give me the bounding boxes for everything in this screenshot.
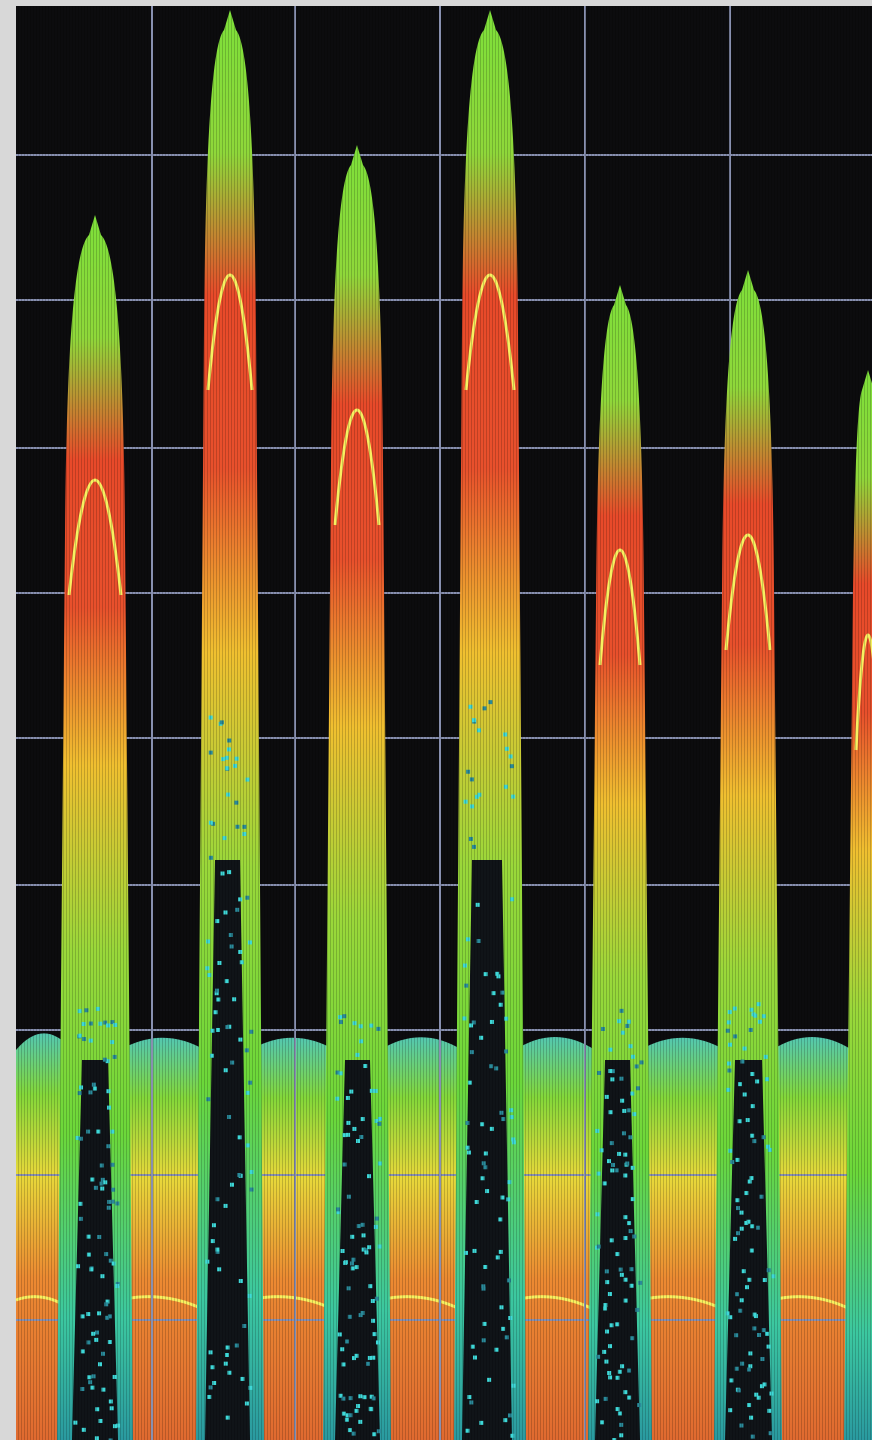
scanlines [16,6,872,1440]
spectrum-display [0,0,872,1440]
page: (() => { const svg = document.getElement… [0,0,872,1440]
